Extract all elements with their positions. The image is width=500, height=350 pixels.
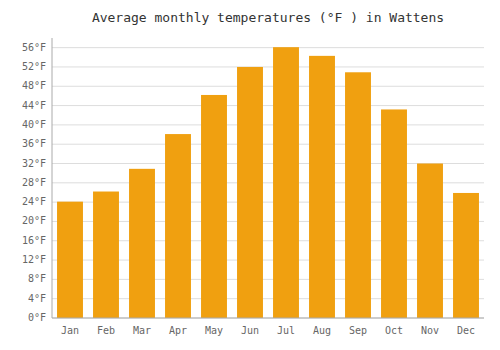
bar [237, 67, 263, 318]
y-tick-label: 20°F [22, 215, 46, 226]
bar [93, 192, 119, 318]
y-tick-label: 40°F [22, 119, 46, 130]
y-tick-label: 52°F [22, 61, 46, 72]
bar [417, 164, 443, 318]
y-tick-label: 44°F [22, 100, 46, 111]
chart-svg: Average monthly temperatures (°F ) in Wa… [0, 0, 500, 350]
x-tick-label: Nov [421, 325, 439, 336]
x-tick-label: Aug [313, 325, 331, 336]
x-tick-label: Dec [457, 325, 475, 336]
y-tick-label: 32°F [22, 158, 46, 169]
grid-line [52, 47, 484, 48]
y-tick-label: 4°F [28, 293, 46, 304]
x-tick-label: Oct [385, 325, 403, 336]
y-tick-label: 24°F [22, 196, 46, 207]
y-tick-label: 36°F [22, 138, 46, 149]
grid-line [52, 318, 484, 319]
x-tick-label: Jul [277, 325, 295, 336]
grid-line [52, 144, 484, 145]
x-tick-label: Jan [61, 325, 79, 336]
bar [129, 169, 155, 318]
x-tick-label: Jun [241, 325, 259, 336]
grid-line [52, 86, 484, 87]
x-tick-label: May [205, 325, 223, 336]
chart-container: Average monthly temperatures (°F ) in Wa… [0, 0, 500, 350]
y-tick-label: 12°F [22, 254, 46, 265]
grid-line [52, 124, 484, 125]
y-tick-label: 16°F [22, 235, 46, 246]
y-axis-line [52, 38, 53, 318]
bar [165, 134, 191, 318]
x-tick-label: Sep [349, 325, 367, 336]
x-tick-label: Mar [133, 325, 151, 336]
grid-line [52, 105, 484, 106]
y-tick-label: 48°F [22, 80, 46, 91]
bar [57, 202, 83, 318]
bar [345, 72, 371, 318]
y-tick-label: 8°F [28, 273, 46, 284]
grid-line [52, 66, 484, 67]
title: Average monthly temperatures (°F ) in Wa… [92, 10, 444, 25]
y-tick-label: 56°F [22, 42, 46, 53]
y-tick-label: 0°F [28, 312, 46, 323]
bar [381, 109, 407, 318]
x-axis-line [52, 318, 484, 319]
x-tick-label: Feb [97, 325, 115, 336]
bar [201, 95, 227, 318]
bars [57, 47, 479, 318]
y-tick-label: 28°F [22, 177, 46, 188]
bar [309, 56, 335, 318]
x-tick-label: Apr [169, 325, 187, 336]
bar [453, 193, 479, 318]
grid [52, 48, 484, 318]
bar [273, 47, 299, 318]
